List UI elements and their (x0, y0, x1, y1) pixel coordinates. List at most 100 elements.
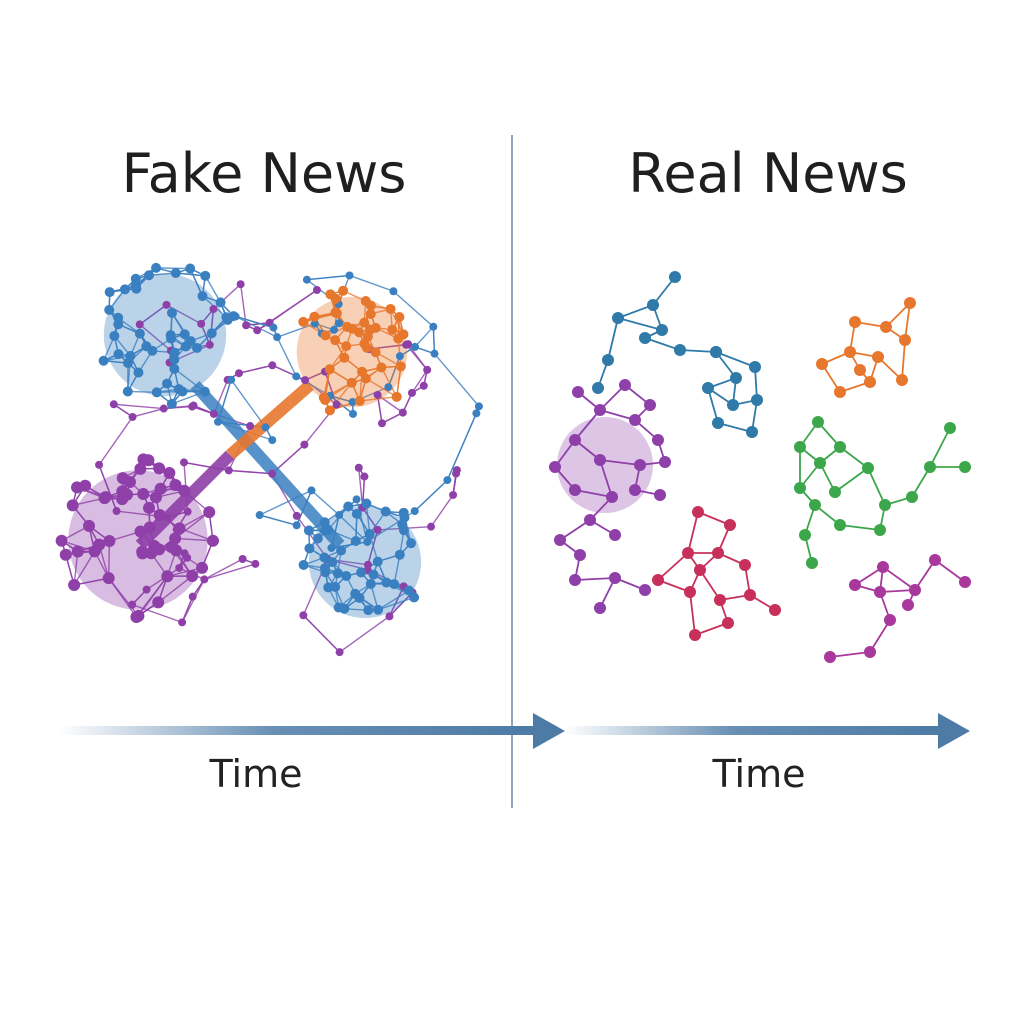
network-node (323, 582, 334, 593)
network-node (370, 347, 381, 358)
network-node (192, 342, 203, 353)
network-edge (98, 416, 134, 466)
network-node (292, 372, 301, 381)
network-node (959, 576, 971, 588)
network-node (169, 479, 182, 492)
network-node (410, 507, 419, 516)
network-node (906, 491, 918, 503)
network-node (592, 382, 604, 394)
network-node (303, 525, 314, 536)
network-node (639, 332, 651, 344)
network-node (354, 395, 365, 406)
network-node (112, 507, 121, 516)
network-edge (867, 467, 886, 506)
network-node (200, 270, 211, 281)
network-node (474, 402, 483, 411)
network-edge (311, 489, 340, 516)
network-node (372, 556, 383, 567)
network-node (363, 537, 372, 546)
network-node (877, 561, 889, 573)
network-node (71, 545, 84, 558)
network-node (196, 561, 209, 574)
network-edge (869, 619, 891, 653)
network-node (569, 434, 581, 446)
network-node (602, 354, 614, 366)
network-node (609, 572, 621, 584)
network-node (380, 506, 391, 517)
network-node (331, 308, 342, 319)
network-node (203, 506, 216, 519)
network-node (899, 334, 911, 346)
network-node (549, 461, 561, 473)
real-news-title: Real News (628, 142, 908, 205)
network-edge (204, 563, 256, 581)
network-edge (358, 467, 364, 508)
network-edge (901, 339, 906, 381)
network-node (357, 366, 368, 377)
network-node (749, 361, 761, 373)
network-edge (230, 379, 267, 428)
network-node (834, 441, 846, 453)
network-edge (238, 364, 273, 374)
network-edge (574, 577, 616, 581)
network-node (209, 409, 218, 418)
network-node (594, 454, 606, 466)
cross-cluster-link (226, 380, 314, 460)
network-node (824, 651, 836, 663)
network-node (120, 488, 133, 501)
time-arrow-head (533, 713, 565, 749)
network-node (137, 453, 150, 466)
network-node (710, 346, 722, 358)
network-node (335, 511, 344, 520)
network-edge (175, 537, 214, 542)
network-node (215, 297, 226, 308)
network-node (809, 499, 821, 511)
network-edge (414, 326, 434, 348)
network-node (169, 347, 180, 358)
network-node (862, 462, 874, 474)
network-edge (339, 615, 390, 653)
time-arrow-shaft (60, 726, 535, 735)
network-node (348, 398, 357, 407)
network-node (128, 412, 137, 421)
network-node (128, 600, 137, 609)
network-node (829, 486, 841, 498)
network-node (59, 548, 72, 561)
network-node (300, 440, 309, 449)
network-node (104, 304, 115, 315)
network-node (874, 586, 886, 598)
network-node (345, 271, 354, 280)
network-node (364, 528, 375, 539)
network-node (268, 361, 277, 370)
network-node (166, 398, 177, 409)
network-edge (131, 603, 183, 624)
network-node (153, 462, 166, 475)
network-node (309, 311, 320, 322)
network-edge (228, 469, 273, 475)
network-edge (430, 494, 454, 528)
network-node (324, 405, 335, 416)
network-node (554, 534, 566, 546)
network-node (689, 629, 701, 641)
network-node (273, 333, 282, 342)
network-node (365, 308, 376, 319)
network-node (343, 501, 354, 512)
network-node (909, 584, 921, 596)
network-node (179, 458, 188, 467)
network-node (389, 287, 398, 296)
network-edge (432, 326, 436, 354)
network-node (806, 557, 818, 569)
network-node (147, 345, 158, 356)
network-node (333, 602, 344, 613)
network-edge (365, 503, 371, 535)
network-node (354, 463, 363, 472)
network-edge (617, 317, 663, 331)
network-edge (171, 390, 206, 405)
network-edge (929, 427, 951, 468)
network-node (902, 599, 914, 611)
network-node (814, 457, 826, 469)
network-node (209, 305, 218, 314)
network-node (929, 554, 941, 566)
network-node (336, 545, 347, 556)
